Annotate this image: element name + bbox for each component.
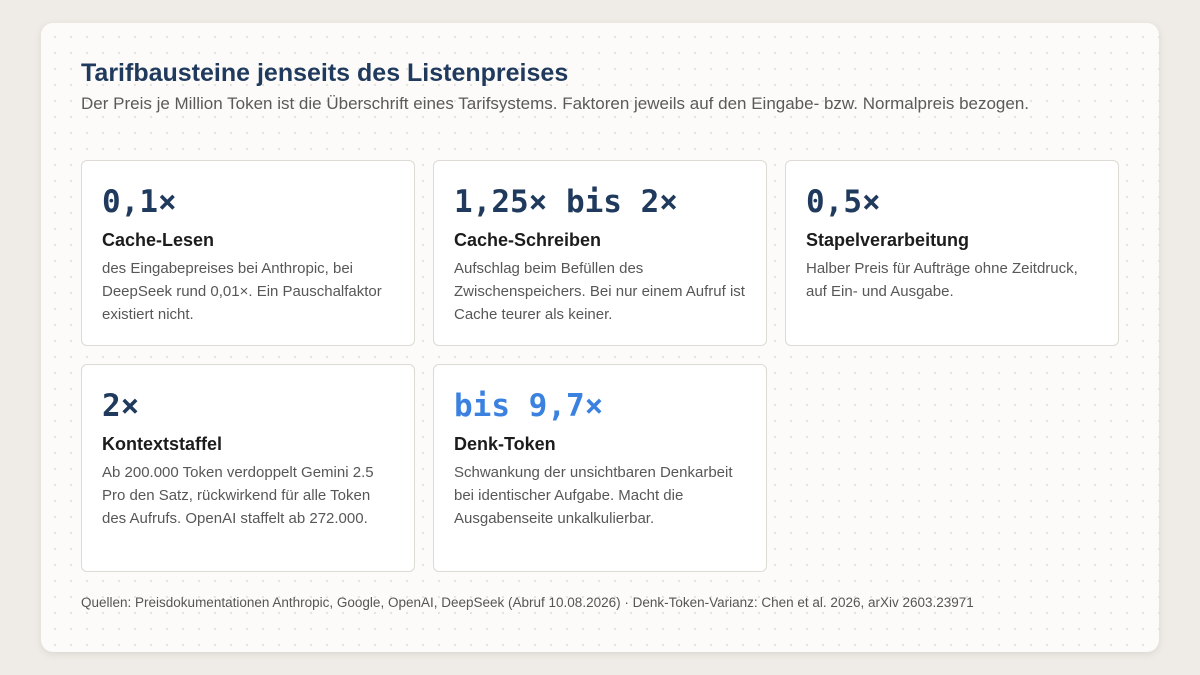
page-title: Tarifbausteine jenseits des Listenpreise… — [81, 59, 569, 87]
card-text: Schwankung der unsichtbaren Denkarbeit b… — [454, 464, 733, 527]
card-text: des Eingabepreises bei Anthropic, bei De… — [102, 260, 382, 323]
card-value: 0,5× — [806, 184, 881, 220]
card-title: Cache-Lesen — [102, 230, 215, 250]
card-kontextstaffel: 2× Kontextstaffel Ab 200.000 Token verdo… — [81, 364, 415, 572]
sources-note: Quellen: Preisdokumentationen Anthropic,… — [81, 595, 974, 610]
card-title: Cache-Schreiben — [454, 230, 602, 250]
card-denk-token: bis 9,7× Denk-Token Schwankung der unsic… — [433, 364, 767, 572]
card-value: 1,25× bis 2× — [454, 184, 678, 220]
card-text: Halber Preis für Aufträge ohne Zeitdruck… — [806, 260, 1078, 300]
card-value: bis 9,7× — [454, 388, 604, 424]
card-title: Kontextstaffel — [102, 434, 223, 454]
card-text: Aufschlag beim Befüllen des Zwischenspei… — [454, 260, 745, 323]
card-title: Denk-Token — [454, 434, 556, 454]
card-cache-lesen: 0,1× Cache-Lesen des Eingabepreises bei … — [81, 160, 415, 346]
card-cache-schreiben: 1,25× bis 2× Cache-Schreiben Aufschlag b… — [433, 160, 767, 346]
card-title: Stapelverarbeitung — [806, 230, 970, 250]
card-value: 2× — [102, 388, 140, 424]
card-value: 0,1× — [102, 184, 177, 220]
page-subtitle: Der Preis je Million Token ist die Übers… — [81, 94, 1030, 113]
card-stapelverarbeitung: 0,5× Stapelverarbeitung Halber Preis für… — [785, 160, 1119, 346]
card-text: Ab 200.000 Token verdoppelt Gemini 2.5 P… — [102, 464, 374, 527]
pricing-panel: Tarifbausteine jenseits des Listenpreise… — [41, 23, 1159, 652]
